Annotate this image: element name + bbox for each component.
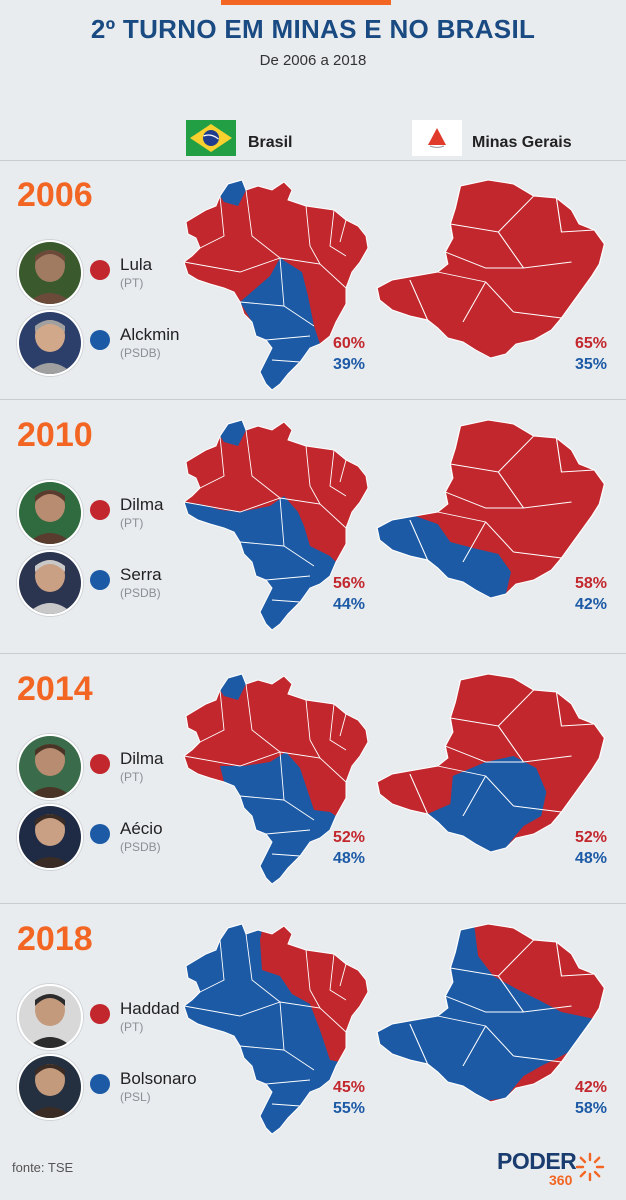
candidate-name: Haddad: [120, 999, 180, 1018]
minas-gerais-map: [372, 412, 612, 608]
brazil-map: [180, 670, 370, 886]
brasil-pt-percent: 52%: [332, 829, 365, 846]
page-subtitle: De 2006 a 2018: [259, 52, 367, 69]
minas-pt-percent: 42%: [574, 1079, 607, 1096]
candidate-avatar: [17, 550, 83, 616]
brazil-map: [180, 176, 370, 392]
party-color-dot: [90, 260, 110, 280]
minas-gerais-map: [372, 916, 612, 1112]
page-title: 2º TURNO EM MINAS E NO BRASIL: [90, 14, 536, 44]
minas-gerais-flag-icon: [412, 120, 462, 156]
candidate-party: (PSL): [120, 1090, 151, 1104]
legend-brasil-label: Brasil: [248, 134, 293, 151]
candidate-party: (PT): [120, 1020, 144, 1034]
brazil-flag-icon: [186, 120, 236, 156]
election-year: 2006: [17, 176, 93, 214]
election-section-2006: 2006 Lula (PT): [0, 162, 626, 402]
minas-opposition-percent: 35%: [574, 356, 607, 373]
candidate-avatar: [17, 804, 83, 870]
party-color-dot: [90, 824, 110, 844]
candidate-party: (PSDB): [120, 840, 161, 854]
candidate-avatar: [17, 734, 83, 800]
candidate-name: Aécio: [120, 819, 163, 838]
candidate-avatar: [17, 1054, 83, 1120]
brazil-map: [180, 416, 370, 632]
election-section-2010: 2010 Dilma (PT): [0, 402, 626, 642]
candidate-name: Dilma: [120, 495, 164, 514]
candidate-party: (PT): [120, 276, 144, 290]
section-divider: [0, 653, 626, 654]
minas-gerais-map: [372, 172, 612, 368]
election-year: 2018: [17, 920, 93, 958]
poder360-logo: PODER 360: [497, 1148, 607, 1192]
candidate-name: Serra: [120, 565, 162, 584]
minas-gerais-map: [372, 666, 612, 862]
candidate-party: (PSDB): [120, 586, 161, 600]
brasil-pt-percent: 56%: [332, 575, 365, 592]
party-color-dot: [90, 330, 110, 350]
party-color-dot: [90, 1074, 110, 1094]
candidate-party: (PSDB): [120, 346, 161, 360]
logo-text: PODER: [497, 1148, 577, 1174]
legend-minas: Minas Gerais: [412, 120, 602, 160]
brasil-opposition-percent: 39%: [332, 356, 365, 373]
brasil-pt-percent: 60%: [332, 335, 365, 352]
party-color-dot: [90, 570, 110, 590]
logo-number: 360: [549, 1172, 573, 1188]
section-divider: [0, 903, 626, 904]
candidate-name: Lula: [120, 255, 153, 274]
party-color-dot: [90, 754, 110, 774]
minas-pt-percent: 58%: [574, 575, 607, 592]
candidate-party: (PT): [120, 516, 144, 530]
election-year: 2014: [17, 670, 93, 708]
section-divider: [0, 399, 626, 400]
minas-pt-percent: 52%: [574, 829, 607, 846]
candidate-name: Bolsonaro: [120, 1069, 197, 1088]
brasil-opposition-percent: 44%: [332, 596, 365, 613]
election-year: 2010: [17, 416, 93, 454]
party-color-dot: [90, 500, 110, 520]
candidate-avatar: [17, 984, 83, 1050]
minas-pt-percent: 65%: [574, 335, 607, 352]
section-divider: [0, 160, 626, 161]
legend-brasil: Brasil: [186, 120, 336, 160]
candidate-avatar: [17, 480, 83, 546]
minas-opposition-percent: 58%: [574, 1100, 607, 1117]
brazil-map: [180, 920, 370, 1136]
election-section-2018: 2018 Haddad (PT): [0, 906, 626, 1146]
brasil-opposition-percent: 48%: [332, 850, 365, 867]
election-section-2014: 2014 Dilma (PT): [0, 656, 626, 896]
top-accent-bar: [221, 0, 391, 5]
candidate-avatar: [17, 310, 83, 376]
legend-minas-label: Minas Gerais: [472, 134, 572, 151]
source-note: fonte: TSE: [12, 1160, 74, 1175]
candidate-name: Dilma: [120, 749, 164, 768]
minas-opposition-percent: 42%: [574, 596, 607, 613]
candidate-avatar: [17, 240, 83, 306]
candidate-party: (PT): [120, 770, 144, 784]
candidate-name: Alckmin: [120, 325, 180, 344]
brasil-opposition-percent: 55%: [332, 1100, 365, 1117]
minas-opposition-percent: 48%: [574, 850, 607, 867]
brasil-pt-percent: 45%: [332, 1079, 365, 1096]
sunburst-icon: [575, 1152, 605, 1182]
party-color-dot: [90, 1004, 110, 1024]
